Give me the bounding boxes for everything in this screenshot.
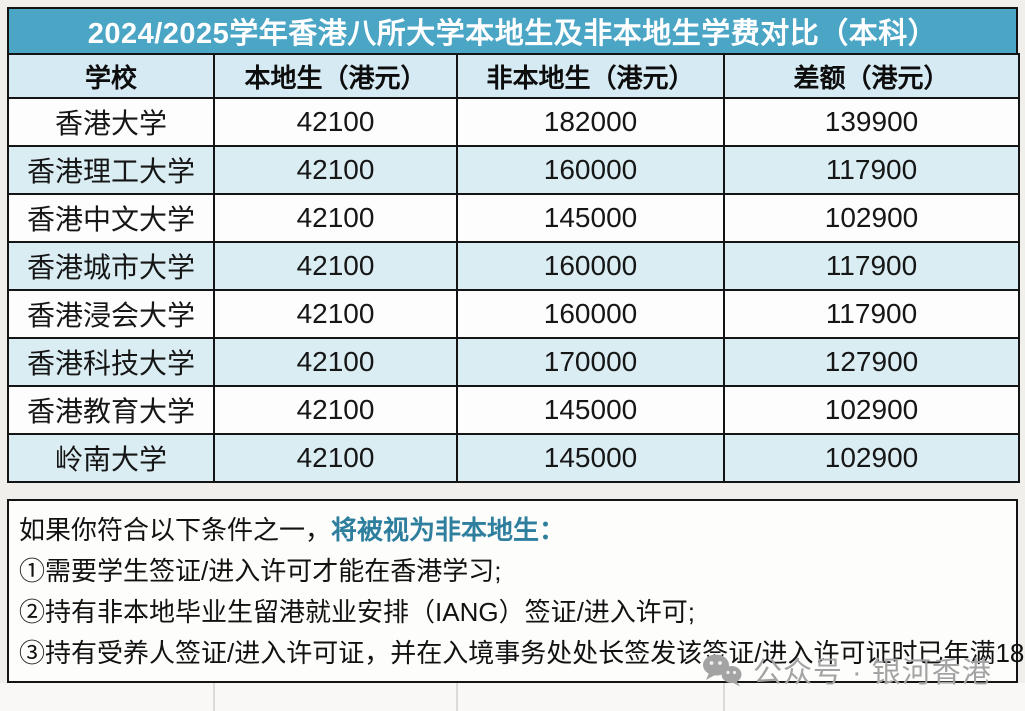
cell-nonlocal-fee: 145000 [456,385,725,435]
cell-nonlocal-fee: 182000 [456,97,725,147]
column-header-school: 学校 [7,53,215,99]
cell-school: 香港教育大学 [7,385,215,435]
cell-school: 香港城市大学 [7,241,215,291]
title-bar: 2024/2025学年香港八所大学本地生及非本地生学费对比（本科） [7,7,1018,55]
table-row: 香港理工大学 42100 160000 117900 [7,145,1020,195]
cell-local-fee: 42100 [213,289,458,339]
wechat-account-label: 公众号 · 银河香港 [702,651,992,689]
cell-local-fee: 42100 [213,337,458,387]
table-header-row: 学校 本地生（港元） 非本地生（港元） 差额（港元） [7,53,1020,99]
cell-nonlocal-fee: 160000 [456,241,725,291]
cell-difference: 117900 [723,289,1020,339]
cell-nonlocal-fee: 160000 [456,289,725,339]
column-header-local-fee: 本地生（港元） [213,53,458,99]
table-row: 香港中文大学 42100 145000 102900 [7,193,1020,243]
cell-school: 岭南大学 [7,433,215,483]
grid-line [456,683,458,711]
notes-box: 如果你符合以下条件之一，将被视为非本地生： ①需要学生签证/进入许可才能在香港学… [7,499,1025,683]
column-header-nonlocal-fee: 非本地生（港元） [456,53,725,99]
wechat-label-text: 公众号 · 银河香港 [753,657,992,689]
cell-difference: 139900 [723,97,1020,147]
column-header-difference: 差额（港元） [723,53,1020,99]
table-row: 香港浸会大学 42100 160000 117900 [7,289,1020,339]
notes-intro-plain: 如果你符合以下条件之一， [19,515,332,545]
cell-nonlocal-fee: 145000 [456,433,725,483]
cell-local-fee: 42100 [213,385,458,435]
table-row: 香港城市大学 42100 160000 117900 [7,241,1020,291]
cell-local-fee: 42100 [213,193,458,243]
tuition-table: 学校 本地生（港元） 非本地生（港元） 差额（港元） 香港大学 42100 18… [7,53,1020,483]
cell-school: 香港科技大学 [7,337,215,387]
notes-item-2: ②持有非本地毕业生留港就业安排（IANG）签证/进入许可; [19,597,696,627]
cell-difference: 102900 [723,433,1020,483]
cell-nonlocal-fee: 170000 [456,337,725,387]
table-row: 香港教育大学 42100 145000 102900 [7,385,1020,435]
cell-local-fee: 42100 [213,145,458,195]
table-row: 岭南大学 42100 145000 102900 [7,433,1020,483]
cell-school: 香港中文大学 [7,193,215,243]
notes-item-1: ①需要学生签证/进入许可才能在香港学习; [19,556,502,586]
cell-school: 香港理工大学 [7,145,215,195]
cell-difference: 102900 [723,385,1020,435]
cell-school: 香港大学 [7,97,215,147]
cell-difference: 117900 [723,145,1020,195]
table-row: 香港大学 42100 182000 139900 [7,97,1020,147]
grid-line [723,683,725,711]
cell-local-fee: 42100 [213,241,458,291]
grid-line [213,683,215,711]
notes-intro-highlight: 将被视为非本地生： [331,515,566,545]
notes-intro: 如果你符合以下条件之一，将被视为非本地生： [19,510,1006,551]
cell-nonlocal-fee: 160000 [456,145,725,195]
cell-local-fee: 42100 [213,97,458,147]
page-title: 2024/2025学年香港八所大学本地生及非本地生学费对比（本科） [87,18,938,50]
cell-difference: 127900 [723,337,1020,387]
cell-local-fee: 42100 [213,433,458,483]
table-row: 香港科技大学 42100 170000 127900 [7,337,1020,387]
wechat-icon [702,653,744,687]
cell-school: 香港浸会大学 [7,289,215,339]
bottom-strip [0,683,1025,711]
cell-difference: 102900 [723,193,1020,243]
cell-difference: 117900 [723,241,1020,291]
cell-nonlocal-fee: 145000 [456,193,725,243]
notes-item-3: ③持有受养人签证/进入许可证，并在入境事务处处长签发该签证/进入许可证时已年满1… [19,638,1025,668]
